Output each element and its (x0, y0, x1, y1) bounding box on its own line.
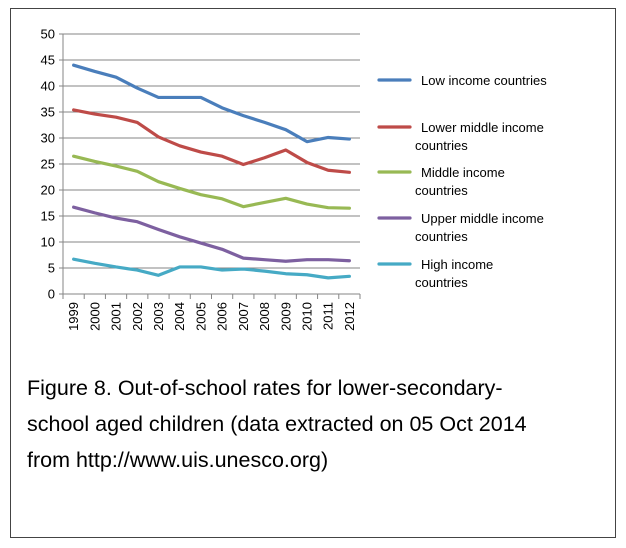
x-tick-label-2003: 2003 (151, 302, 166, 331)
x-tick-label-2009: 2009 (278, 302, 293, 331)
series-line-1 (72, 63, 351, 144)
legend-label-2-line-2: countries (415, 138, 468, 153)
y-tick-label-25: 25 (41, 157, 55, 172)
legend-label-1-line-1: Low income countries (421, 73, 547, 88)
y-tick-label-50: 50 (41, 27, 55, 42)
legend-label-4-line-1: Upper middle income (421, 211, 544, 226)
y-tick-label-40: 40 (41, 79, 55, 94)
legend-label-5-line-2: countries (415, 275, 468, 290)
x-tick-label-2004: 2004 (172, 302, 187, 331)
x-tick-label-2001: 2001 (109, 302, 124, 331)
legend-label-3-line-2: countries (415, 183, 468, 198)
y-tick-label-5: 5 (48, 261, 55, 276)
x-tick-label-2005: 2005 (193, 302, 208, 331)
series-line-2 (72, 108, 351, 174)
x-tick-label-2008: 2008 (257, 302, 272, 331)
x-tick-label-2006: 2006 (215, 302, 230, 331)
legend-label-2-line-1: Lower middle income (421, 120, 544, 135)
y-tick-label-0: 0 (48, 287, 55, 302)
legend-label-3-line-1: Middle income (421, 165, 505, 180)
y-tick-label-45: 45 (41, 53, 55, 68)
x-tick-label-2002: 2002 (130, 302, 145, 331)
series-line-5 (72, 257, 351, 280)
series-line-3 (72, 154, 351, 210)
legend-label-5-line-1: High income (421, 257, 493, 272)
x-tick-label-2007: 2007 (236, 302, 251, 331)
x-tick-label-2010: 2010 (299, 302, 314, 331)
y-tick-label-35: 35 (41, 105, 55, 120)
figure-frame (10, 8, 616, 538)
x-tick-label-2012: 2012 (342, 302, 357, 331)
series-line-4 (72, 205, 351, 263)
x-tick-label-1999: 1999 (66, 302, 81, 331)
y-tick-label-10: 10 (41, 235, 55, 250)
caption-line-1: Figure 8. Out-of-school rates for lower-… (27, 376, 503, 400)
line-chart: 0 5 10 15 20 25 30 35 40 45 50 1999 2000 2001 2002 2003… (41, 27, 548, 331)
caption-line-2: school aged children (data extracted on … (27, 412, 527, 436)
figure-caption: Figure 8. Out-of-school rates for lower-… (27, 370, 612, 478)
y-tick-label-15: 15 (41, 209, 55, 224)
y-tick-label-20: 20 (41, 183, 55, 198)
y-tick-label-30: 30 (41, 131, 55, 146)
x-tick-label-2000: 2000 (87, 302, 102, 331)
caption-line-3: from http://www.uis.unesco.org) (27, 448, 329, 472)
x-tick-label-2011: 2011 (321, 302, 336, 330)
legend-label-4-line-2: countries (415, 229, 468, 244)
